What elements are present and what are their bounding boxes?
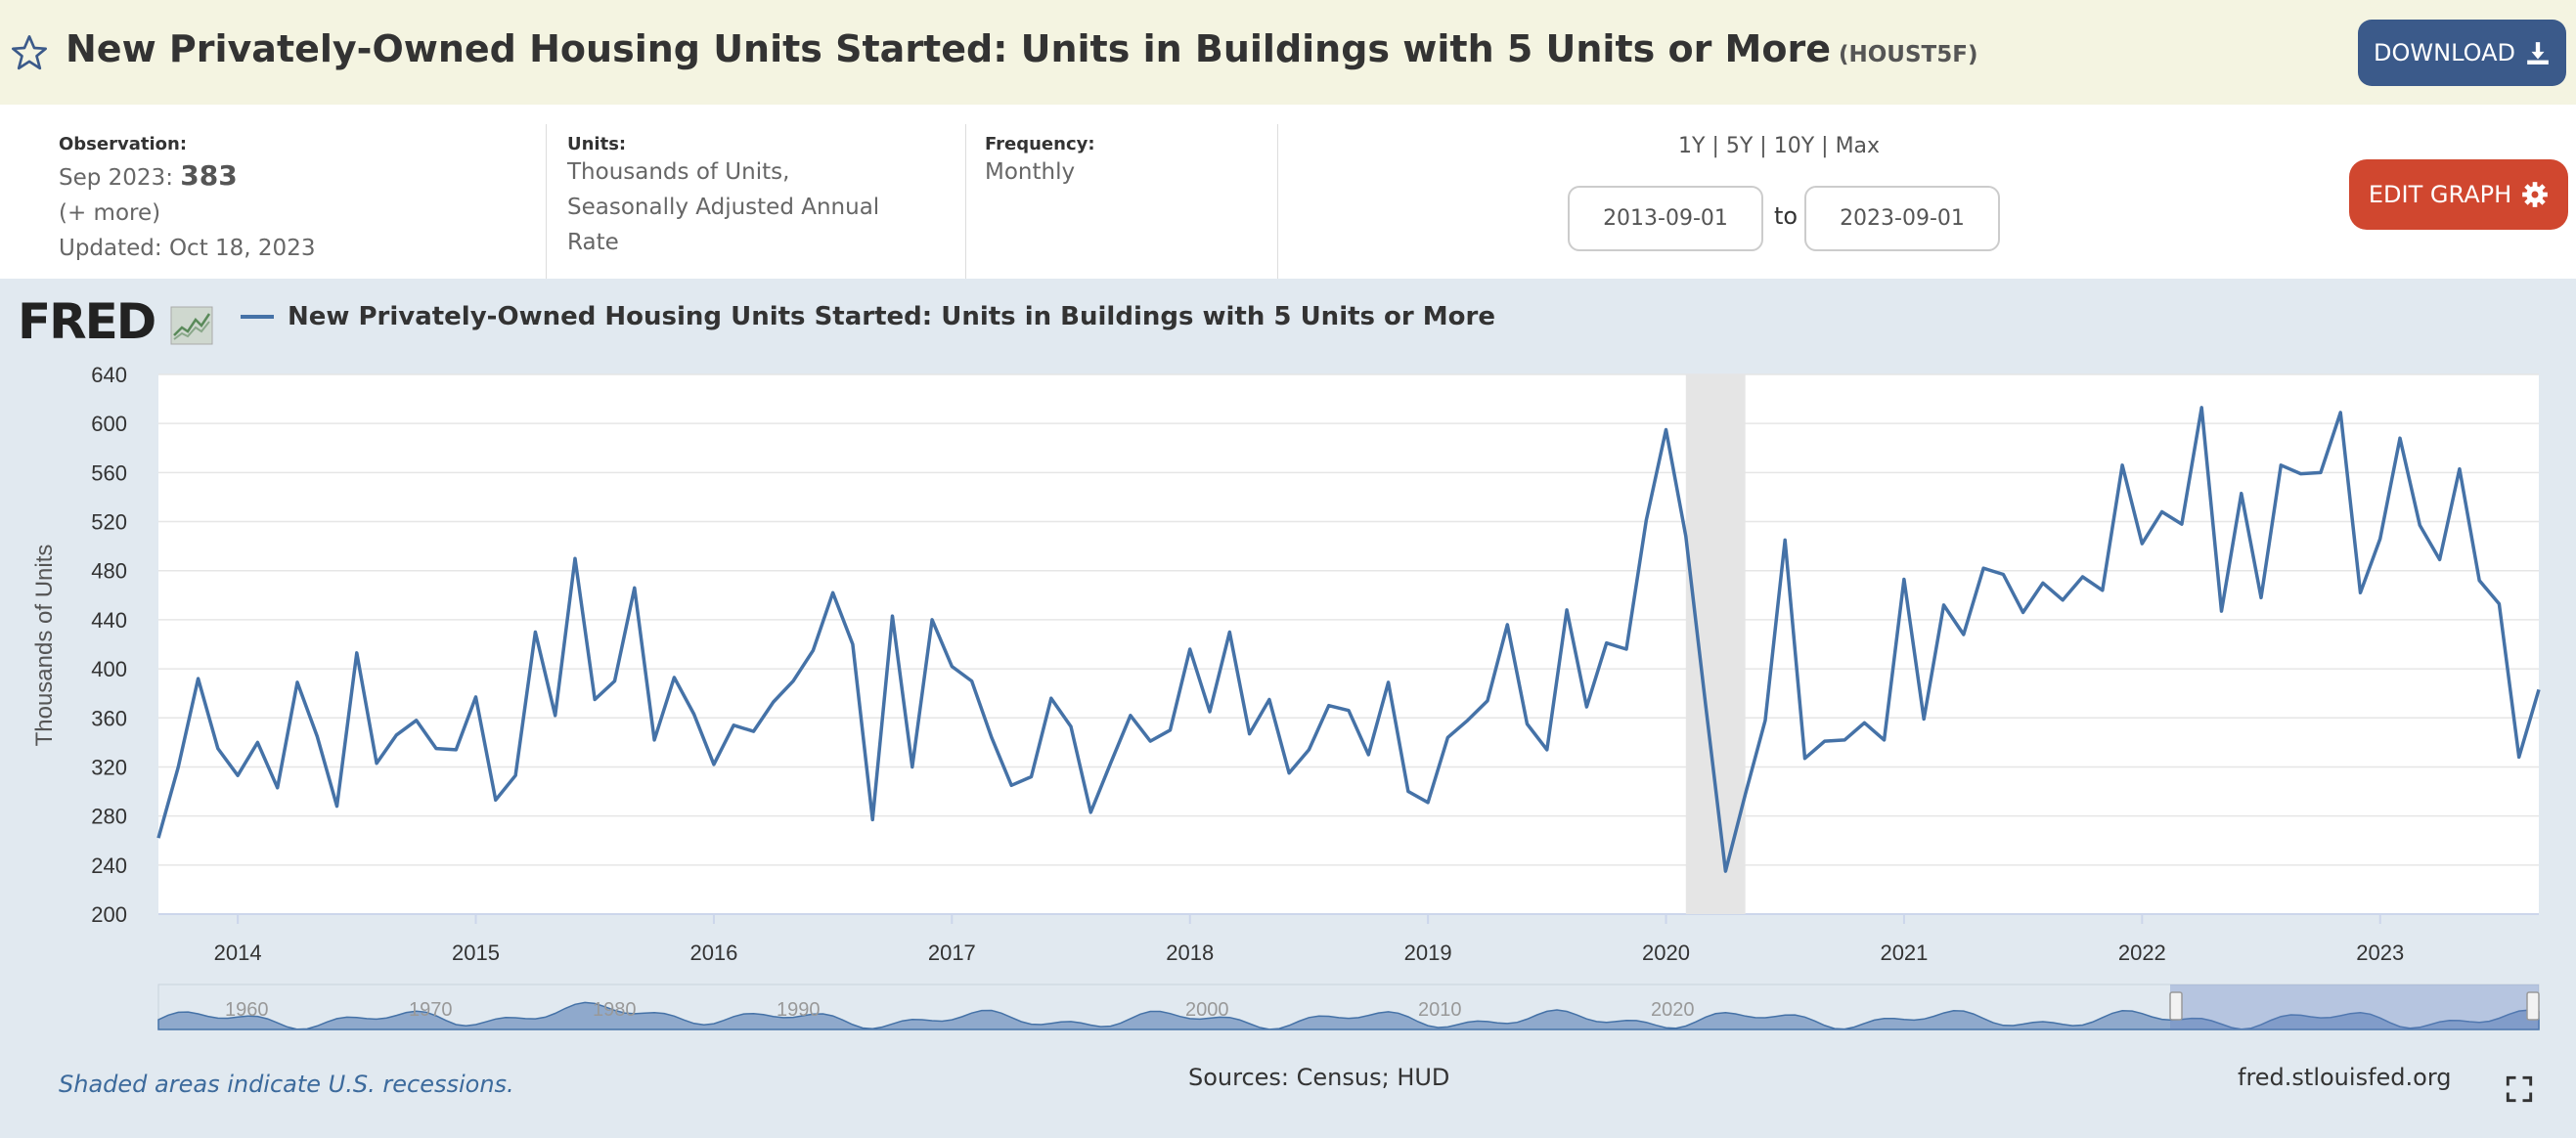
navigator-label: 2000 — [1185, 999, 1229, 1021]
to-label: to — [1774, 202, 1799, 230]
plot-area — [158, 374, 2539, 914]
fred-logo: FRED — [18, 293, 213, 350]
time-navigator[interactable]: 1960 1970 1980 1990 2000 2010 2020 — [157, 984, 2540, 1030]
y-tick-label: 360 — [91, 706, 127, 730]
x-tick-label: 2018 — [1166, 941, 1214, 965]
x-tick-label: 2017 — [928, 941, 976, 965]
gear-icon — [2522, 182, 2548, 207]
line-chart: 200 240 280 320 360 400 440 480 520 560 600 640 201… — [31, 363, 2541, 1030]
chart-legend: New Privately-Owned Housing Units Starte… — [241, 302, 1495, 331]
y-tick-label: 520 — [91, 510, 127, 535]
edit-graph-label: EDIT GRAPH — [2368, 181, 2512, 208]
download-icon — [2527, 42, 2549, 65]
y-tick-label: 320 — [91, 755, 127, 779]
series-layer — [156, 406, 2541, 873]
edit-graph-button[interactable]: EDIT GRAPH — [2349, 159, 2568, 230]
units-block: Units: Thousands of Units, Seasonally Ad… — [567, 124, 879, 260]
navigator-label: 1990 — [777, 999, 821, 1021]
star-icon[interactable] — [10, 33, 49, 72]
divider — [1277, 124, 1278, 279]
range-separator: | — [1821, 134, 1829, 158]
recession-shading — [1685, 374, 1746, 914]
navigator-label: 1960 — [225, 999, 269, 1021]
y-tick-label: 640 — [91, 363, 127, 387]
start-date-input[interactable]: 2013-09-01 — [1568, 186, 1763, 251]
fred-chart-icon — [170, 306, 213, 344]
range-separator: | — [1759, 134, 1767, 158]
navigator-handle — [2526, 991, 2540, 1021]
frequency-label: Frequency: — [985, 134, 1095, 154]
y-tick-label: 200 — [91, 902, 127, 927]
series-id: (HOUST5F) — [1838, 42, 1978, 67]
recession-band — [1685, 374, 1746, 914]
y-axis-label: Thousands of Units — [31, 545, 58, 747]
x-tick-label: 2022 — [2118, 941, 2166, 965]
y-tick-label: 560 — [91, 460, 127, 485]
y-tick-label: 600 — [91, 412, 127, 436]
sources-text: Sources: Census; HUD — [1188, 1064, 1450, 1091]
x-tick-label: 2016 — [689, 941, 737, 965]
series-line — [156, 406, 2541, 873]
page-header: New Privately-Owned Housing Units Starte… — [0, 0, 2576, 105]
frequency-value: Monthly — [985, 159, 1076, 185]
y-tick-label: 280 — [91, 805, 127, 829]
range-max[interactable]: Max — [1835, 134, 1881, 158]
recession-note: Shaded areas indicate U.S. recessions. — [59, 1071, 514, 1098]
units-line: Thousands of Units, — [567, 159, 790, 185]
x-tick-label: 2019 — [1404, 941, 1452, 965]
y-tick-label: 400 — [91, 657, 127, 681]
observation-value: 383 — [180, 159, 238, 192]
navigator-series — [157, 1001, 2540, 1030]
units-label: Units: — [567, 134, 627, 154]
page-title: New Privately-Owned Housing Units Starte… — [66, 27, 1977, 70]
plot-background — [158, 374, 2539, 914]
observation-block: Observation: Sep 2023: 383 (+ more) Upda… — [59, 124, 315, 266]
x-axis: 2014 2015 2016 2017 2018 2019 2020 2021 2022 2023 — [214, 914, 2404, 965]
observation-line: Sep 2023: 383 — [59, 158, 315, 196]
fred-logo-text: FRED — [18, 293, 156, 350]
navigator-handle — [2169, 991, 2183, 1021]
navigator-selection — [2170, 985, 2539, 1029]
more-link[interactable]: (+ more) — [59, 200, 161, 226]
legend-swatch — [241, 315, 274, 319]
download-button[interactable]: DOWNLOAD — [2358, 20, 2566, 86]
download-label: DOWNLOAD — [2374, 39, 2515, 66]
x-tick-label: 2014 — [214, 941, 262, 965]
observation-label: Observation: — [59, 134, 188, 154]
range-separator: | — [1711, 134, 1719, 158]
y-tick-label: 480 — [91, 559, 127, 584]
frequency-block: Frequency: Monthly — [985, 124, 1095, 190]
range-5y[interactable]: 5Y — [1725, 134, 1754, 158]
updated-date: Updated: Oct 18, 2023 — [59, 236, 316, 261]
navigator-label: 2020 — [1651, 999, 1695, 1021]
series-title: New Privately-Owned Housing Units Starte… — [66, 27, 1831, 70]
series-meta: Observation: Sep 2023: 383 (+ more) Upda… — [0, 105, 2576, 279]
range-10y[interactable]: 10Y — [1773, 134, 1815, 158]
fullscreen-icon[interactable] — [2506, 1075, 2533, 1103]
y-axis: 200 240 280 320 360 400 440 480 520 560 600 640 — [91, 363, 127, 927]
y-tick-label: 240 — [91, 854, 127, 878]
y-tick-label: 440 — [91, 608, 127, 633]
observation-date: Sep 2023: — [59, 165, 173, 191]
divider — [965, 124, 966, 279]
legend-label: New Privately-Owned Housing Units Starte… — [288, 302, 1495, 331]
units-line: Seasonally Adjusted Annual — [567, 195, 880, 220]
units-line: Rate — [567, 230, 619, 255]
range-1y[interactable]: 1Y — [1678, 134, 1706, 158]
x-tick-label: 2015 — [452, 941, 500, 965]
x-tick-label: 2020 — [1642, 941, 1690, 965]
range-selector: 1Y | 5Y | 10Y | Max — [1678, 134, 1880, 158]
navigator-label: 2010 — [1418, 999, 1462, 1021]
x-tick-label: 2023 — [2356, 941, 2404, 965]
divider — [546, 124, 547, 279]
navigator-label: 1970 — [409, 999, 453, 1021]
x-tick-label: 2021 — [1880, 941, 1928, 965]
end-date-input[interactable]: 2023-09-01 — [1804, 186, 2000, 251]
navigator-label: 1980 — [593, 999, 637, 1021]
fred-url-link[interactable]: fred.stlouisfed.org — [2238, 1064, 2452, 1091]
